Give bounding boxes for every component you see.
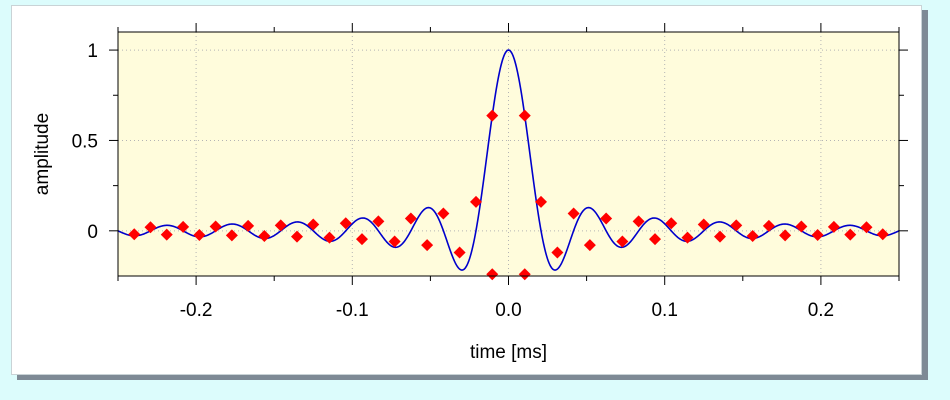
data-point — [762, 219, 775, 232]
data-point — [355, 233, 368, 246]
data-point — [225, 229, 238, 242]
data-point — [291, 230, 304, 243]
data-point — [144, 221, 157, 234]
data-point — [470, 195, 483, 208]
data-point — [665, 217, 678, 230]
x-tick-label: 0.2 — [808, 300, 834, 321]
x-tick-label: 0.0 — [495, 300, 521, 321]
data-point — [274, 219, 287, 232]
data-point — [649, 233, 662, 246]
data-point — [323, 231, 336, 244]
data-point — [518, 268, 531, 281]
data-point — [518, 109, 531, 122]
data-point — [616, 235, 629, 248]
data-point — [730, 219, 743, 232]
data-point — [876, 228, 889, 241]
data-point — [600, 212, 613, 225]
x-tick-labels: -0.2 -0.1 0.0 0.1 0.2 — [180, 300, 834, 321]
y-axis-label: amplitude — [32, 113, 53, 195]
data-point — [486, 268, 499, 281]
y-tick-label: 0.5 — [72, 131, 98, 152]
data-point — [551, 246, 564, 259]
grid-lines — [118, 32, 899, 276]
data-point — [307, 218, 320, 231]
data-point — [177, 220, 190, 233]
data-point — [437, 207, 450, 220]
data-point — [193, 228, 206, 241]
data-point — [128, 228, 141, 241]
data-point — [681, 231, 694, 244]
data-point — [567, 207, 580, 220]
data-point — [713, 230, 726, 243]
data-point — [209, 220, 222, 233]
plot-frame — [117, 31, 900, 277]
axis-ticks — [109, 23, 908, 285]
data-point — [160, 228, 173, 241]
y-tick-label: 1 — [87, 41, 98, 62]
data-point — [583, 239, 596, 252]
y-tick-labels: 00.51 — [72, 41, 98, 243]
data-point — [632, 215, 645, 228]
x-tick-label: -0.2 — [180, 300, 213, 321]
series-markers — [128, 109, 889, 281]
data-point — [811, 228, 824, 241]
x-tick-label: 0.1 — [651, 300, 677, 321]
data-point — [779, 229, 792, 242]
data-point — [258, 230, 271, 243]
x-axis-label: time [ms] — [470, 342, 547, 363]
data-point — [697, 218, 710, 231]
data-point — [421, 239, 434, 252]
data-point — [372, 215, 385, 228]
data-point — [404, 212, 417, 225]
data-point — [242, 219, 255, 232]
data-point — [827, 220, 840, 233]
data-point — [388, 235, 401, 248]
x-tick-label: -0.1 — [336, 300, 369, 321]
data-point — [746, 230, 759, 243]
data-point — [860, 221, 873, 234]
data-point — [795, 220, 808, 233]
data-point — [486, 109, 499, 122]
data-point — [534, 195, 547, 208]
data-point — [339, 217, 352, 230]
data-point — [453, 246, 466, 259]
y-tick-label: 0 — [87, 222, 98, 243]
data-point — [844, 228, 857, 241]
